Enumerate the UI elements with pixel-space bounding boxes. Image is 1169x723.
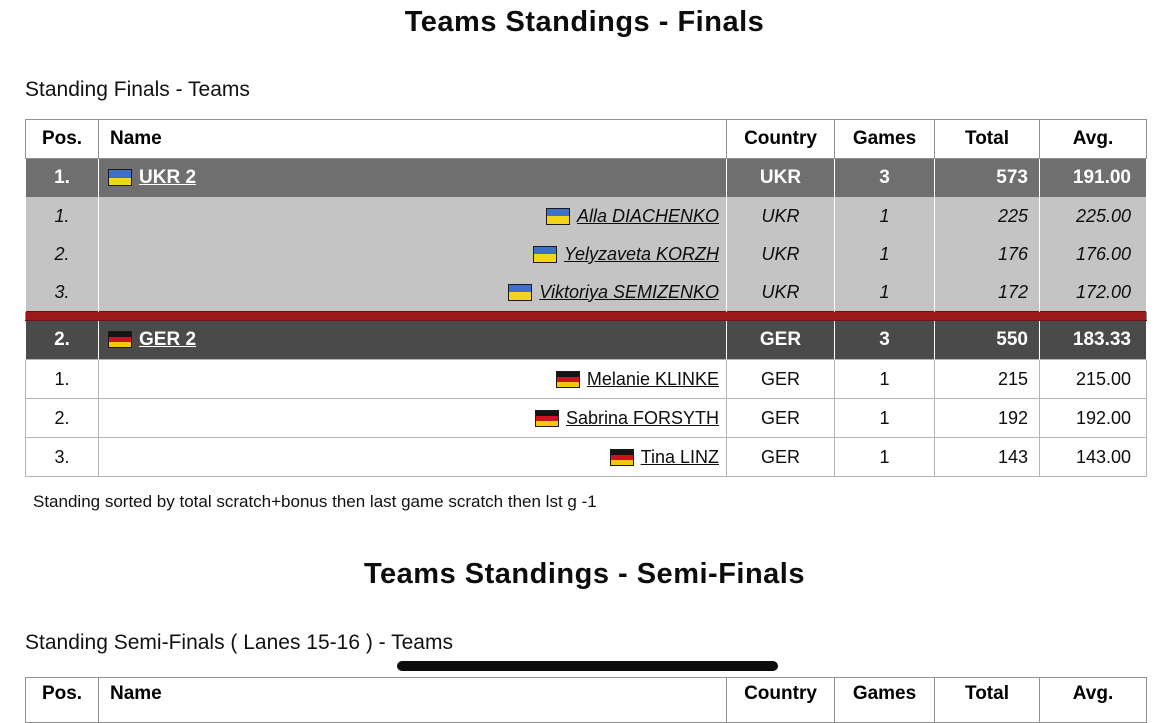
player-total: 192 — [934, 398, 1040, 438]
team-avg: 183.33 — [1039, 320, 1147, 360]
player-row: 2. Yelyzaveta KORZH UKR 1 176 176.00 — [25, 235, 1147, 273]
player-total: 143 — [934, 437, 1040, 477]
player-avg: 143.00 — [1039, 437, 1147, 477]
team-link-ukr2[interactable]: UKR 2 — [139, 167, 197, 188]
table-header-row: Pos. Name Country Games Total Avg. — [25, 677, 1147, 723]
player-games: 1 — [834, 398, 935, 438]
player-link[interactable]: Melanie KLINKE — [586, 368, 719, 389]
player-total: 176 — [934, 235, 1040, 273]
finals-subtitle: Standing Finals - Teams — [25, 78, 250, 101]
germany-flag-icon — [609, 448, 634, 466]
semifinals-standings-table: Pos. Name Country Games Total Avg. — [25, 677, 1147, 723]
col-header-games: Games — [834, 677, 935, 723]
sort-note: Standing sorted by total scratch+bonus t… — [33, 492, 597, 511]
team-total: 550 — [934, 320, 1040, 360]
team-total: 573 — [934, 158, 1040, 197]
player-games: 1 — [834, 359, 935, 399]
team-country: GER — [726, 320, 835, 360]
player-link[interactable]: Tina LINZ — [640, 446, 719, 467]
player-country: UKR — [726, 273, 835, 312]
col-header-games: Games — [834, 119, 935, 159]
ukraine-flag-icon — [508, 283, 533, 301]
team-pos: 2. — [25, 320, 99, 360]
team-games: 3 — [834, 158, 935, 197]
col-header-name: Name — [98, 119, 727, 159]
player-country: GER — [726, 359, 835, 399]
player-link[interactable]: Yelyzaveta KORZH — [563, 243, 719, 264]
player-total: 172 — [934, 273, 1040, 312]
team-row-ger2: 2. GER 2 GER 3 550 183.33 — [25, 320, 1147, 360]
team-games: 3 — [834, 320, 935, 360]
col-header-country: Country — [726, 677, 835, 723]
player-avg: 176.00 — [1039, 235, 1147, 273]
player-row: 1. Alla DIACHENKO UKR 1 225 225.00 — [25, 197, 1147, 235]
team-name-cell: GER 2 — [98, 320, 727, 360]
player-avg: 172.00 — [1039, 273, 1147, 312]
player-name-cell: Viktoriya SEMIZENKO — [98, 273, 727, 312]
col-header-pos: Pos. — [25, 119, 99, 159]
player-country: GER — [726, 398, 835, 438]
col-header-name: Name — [98, 677, 727, 723]
player-row: 2. Sabrina FORSYTH GER 1 192 192.00 — [25, 398, 1147, 438]
player-name-cell: Tina LINZ — [98, 437, 727, 477]
results-page: Teams Standings - Finals Standing Finals… — [25, 6, 1147, 723]
col-header-total: Total — [934, 119, 1040, 159]
player-country: GER — [726, 437, 835, 477]
player-name-cell: Sabrina FORSYTH — [98, 398, 727, 438]
semifinals-title: Teams Standings - Semi-Finals — [363, 558, 805, 590]
germany-flag-icon — [555, 370, 580, 388]
player-row: 1. Melanie KLINKE GER 1 215 215.00 — [25, 359, 1147, 399]
black-redaction-bar — [397, 661, 778, 671]
player-avg: 192.00 — [1039, 398, 1147, 438]
player-pos: 3. — [25, 273, 99, 312]
col-header-pos: Pos. — [25, 677, 99, 723]
team-avg: 191.00 — [1039, 158, 1147, 197]
player-link[interactable]: Alla DIACHENKO — [576, 205, 719, 226]
col-header-avg: Avg. — [1039, 677, 1147, 723]
player-pos: 3. — [25, 437, 99, 477]
player-total: 215 — [934, 359, 1040, 399]
ukraine-flag-icon — [545, 207, 570, 225]
player-row: 3. Viktoriya SEMIZENKO UKR 1 172 172.00 — [25, 273, 1147, 312]
player-pos: 2. — [25, 398, 99, 438]
player-total: 225 — [934, 197, 1040, 235]
player-pos: 1. — [25, 197, 99, 235]
col-header-country: Country — [726, 119, 835, 159]
finals-standings-table: Pos. Name Country Games Total Avg. 1. UK… — [25, 119, 1147, 477]
germany-flag-icon — [108, 331, 132, 348]
team-country: UKR — [726, 158, 835, 197]
player-pos: 1. — [25, 359, 99, 399]
player-name-cell: Alla DIACHENKO — [98, 197, 727, 235]
col-header-total: Total — [934, 677, 1040, 723]
finals-title: Teams Standings - Finals — [404, 6, 765, 38]
player-name-cell: Melanie KLINKE — [98, 359, 727, 399]
player-games: 1 — [834, 197, 935, 235]
player-games: 1 — [834, 235, 935, 273]
player-country: UKR — [726, 197, 835, 235]
player-avg: 215.00 — [1039, 359, 1147, 399]
col-header-avg: Avg. — [1039, 119, 1147, 159]
player-name-cell: Yelyzaveta KORZH — [98, 235, 727, 273]
player-pos: 2. — [25, 235, 99, 273]
ukraine-flag-icon — [532, 245, 557, 263]
germany-flag-icon — [534, 409, 559, 427]
semifinals-subtitle: Standing Semi-Finals ( Lanes 15-16 ) - T… — [25, 631, 453, 654]
player-games: 1 — [834, 273, 935, 312]
table-header-row: Pos. Name Country Games Total Avg. — [25, 119, 1147, 159]
team-pos: 1. — [25, 158, 99, 197]
player-link[interactable]: Sabrina FORSYTH — [565, 407, 719, 428]
player-link[interactable]: Viktoriya SEMIZENKO — [539, 281, 719, 302]
player-avg: 225.00 — [1039, 197, 1147, 235]
team-name-cell: UKR 2 — [98, 158, 727, 197]
red-divider-bar — [25, 311, 1147, 321]
team-link-ger2[interactable]: GER 2 — [139, 329, 197, 350]
ukraine-flag-icon — [108, 169, 132, 186]
player-games: 1 — [834, 437, 935, 477]
player-row: 3. Tina LINZ GER 1 143 143.00 — [25, 437, 1147, 477]
player-country: UKR — [726, 235, 835, 273]
team-row-ukr2: 1. UKR 2 UKR 3 573 191.00 — [25, 158, 1147, 197]
